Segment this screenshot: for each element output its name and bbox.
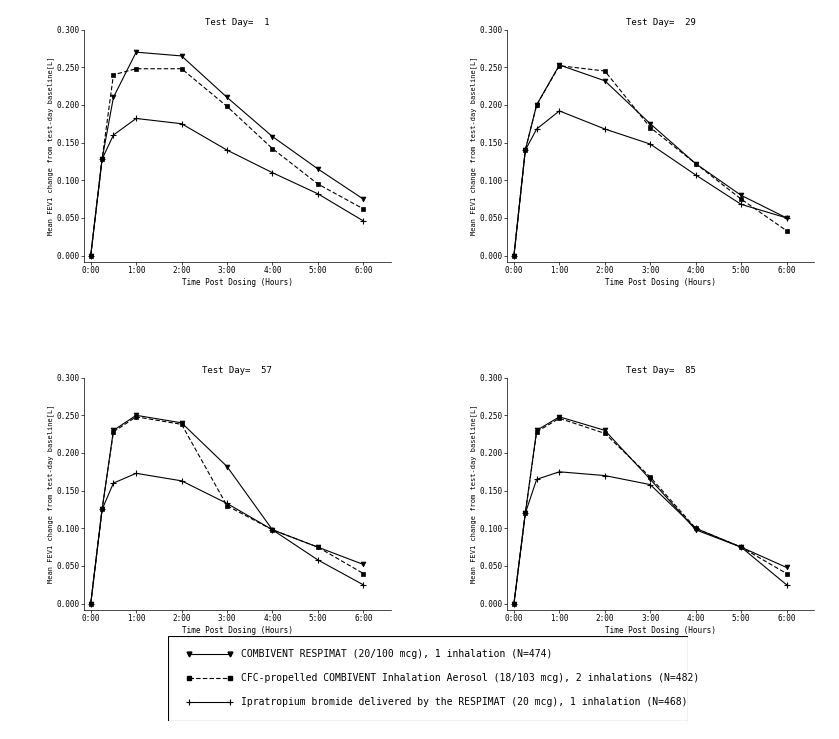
Y-axis label: Mean FEV1 change from test-day baseline[L]: Mean FEV1 change from test-day baseline[… — [47, 56, 54, 235]
Text: COMBIVENT RESPIMAT (20/100 mcg), 1 inhalation (N=474): COMBIVENT RESPIMAT (20/100 mcg), 1 inhal… — [241, 650, 552, 659]
Y-axis label: Mean FEV1 change from test-day baseline[L]: Mean FEV1 change from test-day baseline[… — [47, 404, 54, 583]
Title: Test Day=  85: Test Day= 85 — [626, 367, 696, 375]
Y-axis label: Mean FEV1 change from test-day baseline[L]: Mean FEV1 change from test-day baseline[… — [471, 404, 477, 583]
X-axis label: Time Post Dosing (Hours): Time Post Dosing (Hours) — [605, 626, 716, 635]
Text: Ipratropium bromide delivered by the RESPIMAT (20 mcg), 1 inhalation (N=468): Ipratropium bromide delivered by the RES… — [241, 697, 687, 706]
Text: CFC-propelled COMBIVENT Inhalation Aerosol (18/103 mcg), 2 inhalations (N=482): CFC-propelled COMBIVENT Inhalation Aeros… — [241, 673, 699, 683]
Title: Test Day=  1: Test Day= 1 — [205, 18, 269, 27]
X-axis label: Time Post Dosing (Hours): Time Post Dosing (Hours) — [182, 278, 293, 287]
X-axis label: Time Post Dosing (Hours): Time Post Dosing (Hours) — [605, 278, 716, 287]
Title: Test Day=  29: Test Day= 29 — [626, 18, 696, 27]
X-axis label: Time Post Dosing (Hours): Time Post Dosing (Hours) — [182, 626, 293, 635]
Title: Test Day=  57: Test Day= 57 — [202, 367, 272, 375]
Y-axis label: Mean FEV1 change from test-day baseline[L]: Mean FEV1 change from test-day baseline[… — [471, 56, 477, 235]
